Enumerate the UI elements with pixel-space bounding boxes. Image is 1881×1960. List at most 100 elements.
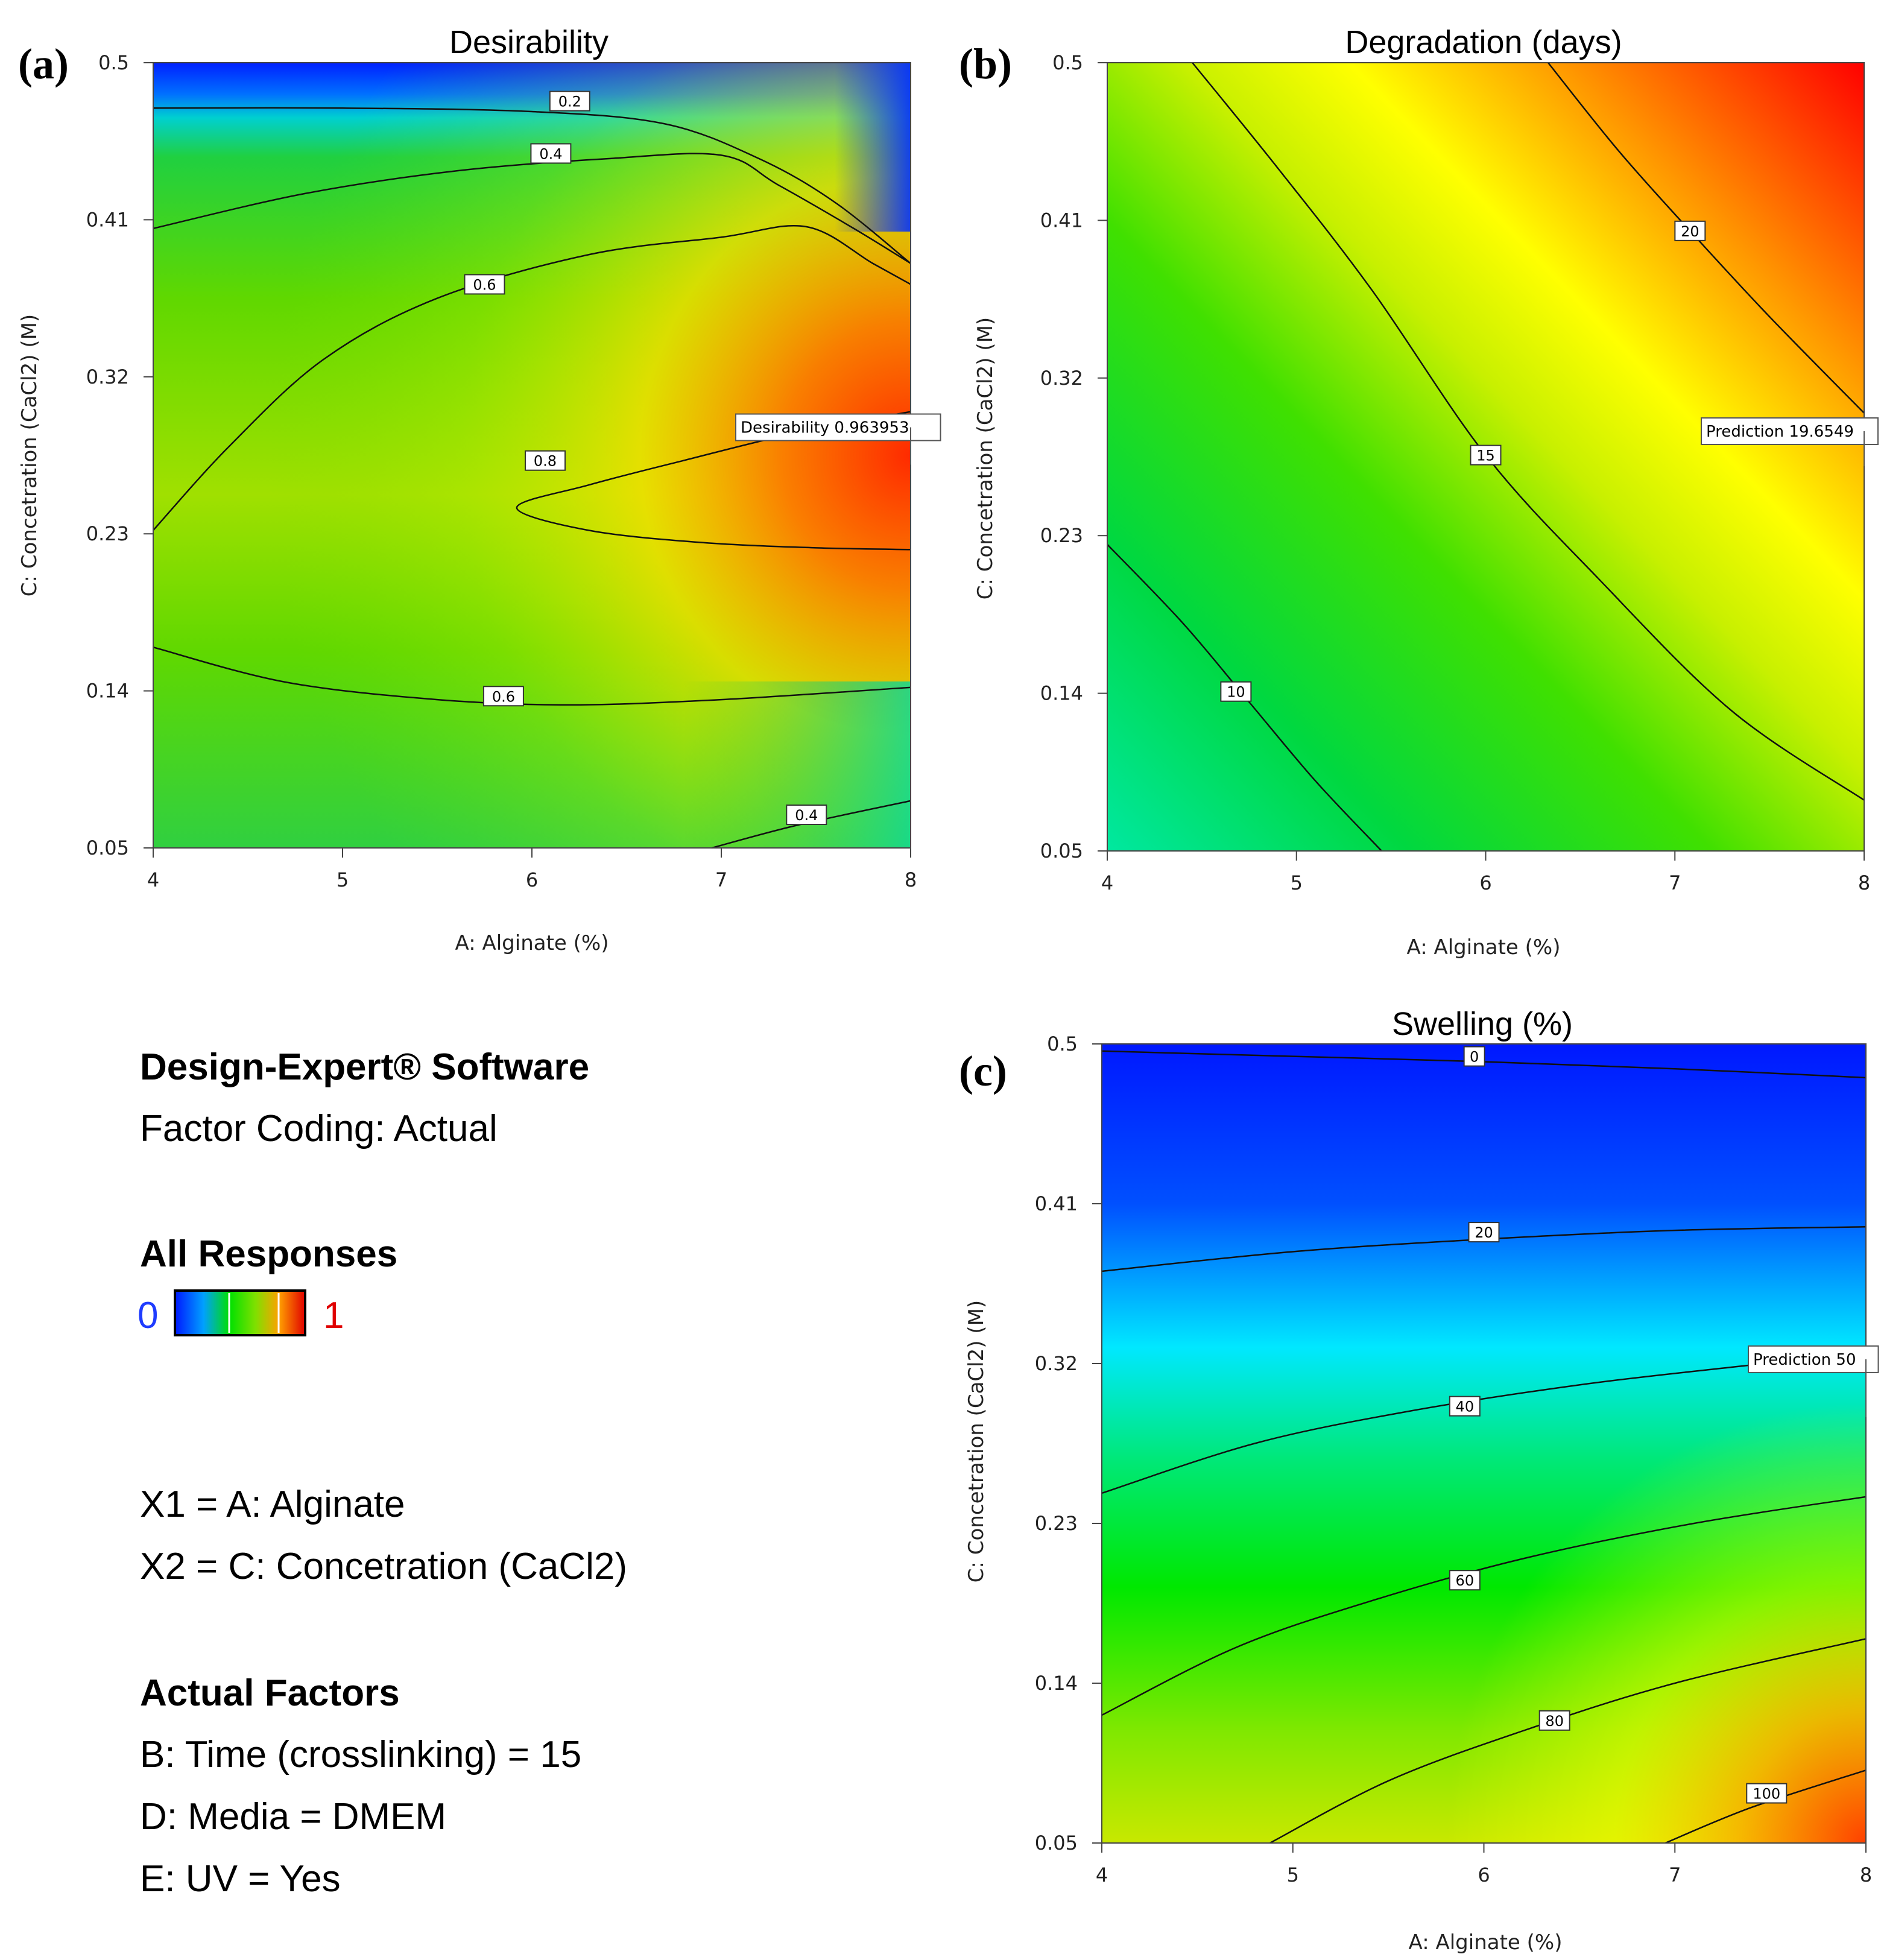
panel-desirability: (a) Desirability 0.2 0.4 0.6 0.8 0.6 0.4 4 5 6 7… xyxy=(17,24,941,955)
contour-label-box xyxy=(1470,444,1502,466)
contour-label: 0.6 xyxy=(492,688,515,705)
x-tick-label: 5 xyxy=(1291,871,1303,894)
colorbar xyxy=(174,1289,306,1336)
y-axis-label: C: Concetration (CaCl2) (M) xyxy=(17,314,42,596)
contour-label: 0.8 xyxy=(534,453,557,470)
x-tick-label: 8 xyxy=(905,868,917,891)
chart-title-degradation: Degradation (days) xyxy=(1345,24,1622,60)
y-axis-label: C: Concetration (CaCl2) (M) xyxy=(973,317,997,599)
x-tick-label: 5 xyxy=(337,868,349,891)
y-ticks: 0.05 0.14 0.23 0.32 0.41 0.5 xyxy=(1040,51,1107,862)
y-tick-label: 0.05 xyxy=(1040,839,1083,862)
y-tick-label: 0.5 xyxy=(1047,1032,1078,1055)
actual-factor-media: D: Media = DMEM xyxy=(140,1796,446,1838)
factor-coding: Factor Coding: Actual xyxy=(140,1108,498,1149)
x-tick-label: 5 xyxy=(1287,1864,1299,1886)
panel-letter-a: (a) xyxy=(18,40,69,88)
x-ticks: 4 5 6 7 8 xyxy=(1096,1843,1872,1886)
chart-title-desirability: Desirability xyxy=(449,24,609,60)
contour-label: 0.4 xyxy=(795,807,818,824)
y-tick-label: 0.41 xyxy=(86,208,129,231)
contour-label-box xyxy=(1674,220,1706,241)
y-tick-label: 0.41 xyxy=(1035,1192,1078,1215)
y-tick-label: 0.23 xyxy=(86,522,129,545)
prediction-flag: Desirability 0.963953 xyxy=(735,413,941,465)
x-tick-label: 6 xyxy=(526,868,538,891)
prediction-label: Desirability 0.963953 xyxy=(741,419,909,437)
y-tick-label: 0.14 xyxy=(1035,1672,1078,1695)
y-ticks: 0.05 0.14 0.23 0.32 0.41 0.5 xyxy=(86,51,153,859)
contour-line xyxy=(1269,1638,1867,1844)
contour-label: 0.6 xyxy=(473,276,496,293)
contour-line xyxy=(711,800,911,849)
chart-title-swelling: Swelling (%) xyxy=(1392,1006,1573,1042)
actual-factor-uv: E: UV = Yes xyxy=(140,1858,341,1900)
x-tick-label: 4 xyxy=(147,868,159,891)
prediction-box xyxy=(1748,1345,1879,1373)
y-ticks: 0.05 0.14 0.23 0.32 0.41 0.5 xyxy=(1035,1032,1102,1854)
y-tick-label: 0.14 xyxy=(86,680,129,703)
x-ticks: 4 5 6 7 8 xyxy=(1101,851,1870,894)
panel-degradation: (b) Degradation (days) 10 15 20 4 5 6 7 8 0.05… xyxy=(959,24,1879,959)
y-tick-label: 0.23 xyxy=(1035,1512,1078,1535)
contour-label: 15 xyxy=(1476,447,1495,464)
actual-factor-time: B: Time (crosslinking) = 15 xyxy=(140,1734,581,1775)
contour-label: 40 xyxy=(1456,1399,1475,1415)
prediction-label: Prediction 19.6549 xyxy=(1706,423,1854,441)
heatmap-swelling xyxy=(1102,1044,1866,1843)
contour-label: 80 xyxy=(1545,1713,1564,1730)
x2-definition: X2 = C: Concetration (CaCl2) xyxy=(140,1546,627,1587)
y-tick-label: 0.32 xyxy=(86,365,129,388)
x-tick-label: 7 xyxy=(715,868,727,891)
legend-block: Design-Expert® Software Factor Coding: A… xyxy=(138,1046,627,1900)
contour-label-box xyxy=(1538,1710,1570,1731)
panel-swelling: (c) Swelling (%) 0 20 40 60 80 100 4 5 6 7 8 0.05… xyxy=(959,1006,1879,1955)
contour-label: 20 xyxy=(1681,223,1699,240)
x1-definition: X1 = A: Alginate xyxy=(140,1484,405,1525)
contour-label-box xyxy=(524,450,566,471)
actual-factors-heading: Actual Factors xyxy=(140,1672,400,1714)
contour-label: 100 xyxy=(1753,1786,1780,1803)
x-ticks: 4 5 6 7 8 xyxy=(147,848,917,891)
x-tick-label: 4 xyxy=(1096,1864,1108,1886)
contour-line xyxy=(153,224,911,531)
y-tick-label: 0.32 xyxy=(1040,367,1083,390)
contour-label-box xyxy=(549,90,590,112)
prediction-box xyxy=(735,413,941,441)
x-tick-label: 8 xyxy=(1860,1864,1872,1886)
contour-label-box xyxy=(1463,1046,1485,1067)
y-tick-label: 0.41 xyxy=(1040,209,1083,232)
x-tick-label: 4 xyxy=(1101,871,1113,894)
contour-line xyxy=(1107,543,1382,852)
contour-line xyxy=(153,107,911,264)
contour-label-box xyxy=(482,686,524,707)
contour-label-box xyxy=(1220,681,1252,702)
x-tick-label: 7 xyxy=(1669,871,1681,894)
contour-labels-swelling: 0 20 40 60 80 100 xyxy=(1449,1046,1788,1804)
colorbar-min-label: 0 xyxy=(138,1295,158,1336)
contour-label: 0.4 xyxy=(539,145,562,162)
prediction-flag: Prediction 19.6549 xyxy=(1701,417,1879,466)
contour-label-box xyxy=(464,274,505,295)
contour-label-box xyxy=(1449,1570,1481,1591)
responses-heading: All Responses xyxy=(140,1233,397,1275)
y-tick-label: 0.05 xyxy=(1035,1832,1078,1854)
contour-label: 0.2 xyxy=(558,93,581,110)
contour-labels-desirability: 0.2 0.4 0.6 0.8 0.6 0.4 xyxy=(464,90,827,826)
y-tick-label: 0.23 xyxy=(1040,524,1083,547)
contour-label: 20 xyxy=(1475,1224,1493,1241)
software-name: Design-Expert® Software xyxy=(140,1046,589,1088)
x-axis-label: A: Alginate (%) xyxy=(1409,1930,1563,1955)
contour-label-box xyxy=(1746,1783,1788,1804)
contour-label-box xyxy=(530,143,572,164)
y-axis-label: C: Concetration (CaCl2) (M) xyxy=(964,1300,988,1582)
contour-label: 0 xyxy=(1470,1049,1479,1066)
prediction-flag: Prediction 50 xyxy=(1748,1345,1879,1417)
contour-label-box xyxy=(1449,1396,1481,1417)
prediction-box xyxy=(1701,417,1879,445)
x-tick-label: 6 xyxy=(1479,871,1491,894)
y-tick-label: 0.05 xyxy=(86,836,129,859)
panel-letter-c: (c) xyxy=(959,1047,1007,1095)
panel-letter-b: (b) xyxy=(959,40,1012,88)
